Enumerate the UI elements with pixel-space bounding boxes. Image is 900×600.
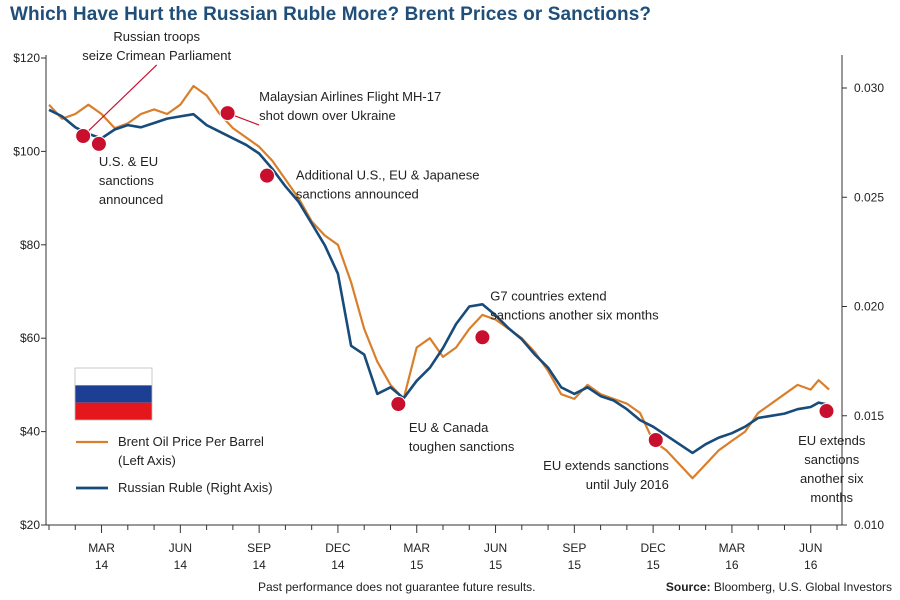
event-label: sanctions announced (296, 187, 419, 202)
x-tick-label-year: 15 (410, 558, 424, 572)
event-label: EU & Canada (409, 420, 489, 435)
x-tick-label: JUN (799, 541, 822, 555)
event-label: Russian troops (113, 29, 200, 44)
axes: $120 $100 $80 $60 $40 $20 0.030 0.025 0.020 0.015… (13, 51, 884, 572)
left-tick-label: $120 (13, 51, 40, 65)
series-lines (48, 84, 830, 480)
x-tick-label-year: 14 (331, 558, 345, 572)
x-tick-label-year: 15 (568, 558, 582, 572)
event-label: Additional U.S., EU & Japanese (296, 168, 480, 183)
chart-title: Which Have Hurt the Russian Ruble More? … (10, 4, 652, 25)
event-label: announced (99, 192, 163, 207)
event-marker (390, 396, 407, 413)
x-tick-label-year: 14 (95, 558, 109, 572)
x-tick-label: MAR (403, 541, 430, 555)
x-tick-label-year: 14 (174, 558, 188, 572)
x-tick-label-year: 15 (489, 558, 503, 572)
flag-red-stripe (75, 402, 152, 420)
legend-label: Russian Ruble (Right Axis) (118, 480, 273, 495)
brent-price-line (48, 84, 830, 480)
x-tick-label: JUN (484, 541, 507, 555)
x-tick-label: MAR (719, 541, 746, 555)
disclaimer: Past performance does not guarantee futu… (258, 580, 536, 594)
event-marker (647, 432, 664, 449)
event-label: toughen sanctions (409, 439, 515, 454)
event-label: EU extends sanctions (543, 458, 669, 473)
event-marker (219, 105, 236, 122)
event-marker (75, 127, 92, 144)
source-note: Source: Bloomberg, U.S. Global Investors (666, 580, 892, 594)
left-tick-label: $20 (20, 518, 40, 532)
left-tick-label: $60 (20, 331, 40, 345)
x-tick-label: DEC (325, 541, 351, 555)
right-tick-label: 0.030 (854, 81, 884, 95)
event-marker (474, 329, 491, 346)
flag-blue-stripe (75, 385, 152, 403)
event-label: months (810, 490, 853, 505)
x-tick-label-year: 16 (725, 558, 739, 572)
right-tick-label: 0.020 (854, 300, 884, 314)
right-tick-label: 0.010 (854, 518, 884, 532)
event-label: another six (800, 471, 864, 486)
event-label: Malaysian Airlines Flight MH-17 (259, 89, 441, 104)
left-tick-label: $80 (20, 238, 40, 252)
right-tick-label: 0.025 (854, 190, 884, 204)
event-label: until July 2016 (586, 477, 669, 492)
event-label: sanctions (99, 173, 154, 188)
legend: Brent Oil Price Per Barrel (Left Axis) Rus… (74, 367, 273, 495)
x-tick-label: MAR (88, 541, 115, 555)
event-marker (259, 167, 276, 184)
event-label: seize Crimean Parliament (82, 48, 231, 63)
flag-white-stripe (75, 368, 152, 386)
legend-label: Brent Oil Price Per Barrel (118, 434, 264, 449)
event-markers: Russian troops seize Crimean Parliament U.… (75, 29, 866, 505)
x-tick-label: DEC (640, 541, 666, 555)
event-label: shot down over Ukraine (259, 108, 396, 123)
x-tick-label-year: 15 (646, 558, 660, 572)
event-label: EU extends (798, 433, 866, 448)
x-tick-label: SEP (562, 541, 586, 555)
event-label: sanctions (804, 452, 859, 467)
x-tick-label: JUN (169, 541, 192, 555)
right-tick-label: 0.015 (854, 409, 884, 423)
event-marker (818, 403, 835, 420)
left-tick-label: $100 (13, 144, 40, 158)
event-leader-line (82, 64, 158, 137)
x-tick-label-year: 14 (252, 558, 266, 572)
event-label: U.S. & EU (99, 154, 158, 169)
x-tick-label: SEP (247, 541, 271, 555)
legend-label-sub: (Left Axis) (118, 453, 176, 468)
russian-flag (74, 367, 153, 421)
event-label: G7 countries extend (490, 288, 606, 303)
left-tick-label: $40 (20, 425, 40, 439)
x-tick-label-year: 16 (804, 558, 818, 572)
source-text: Bloomberg, U.S. Global Investors (713, 580, 892, 594)
event-label: sanctions another six months (490, 307, 659, 322)
source-label: Source: (665, 580, 711, 594)
event-marker (90, 135, 107, 152)
ruble-line (48, 108, 830, 455)
